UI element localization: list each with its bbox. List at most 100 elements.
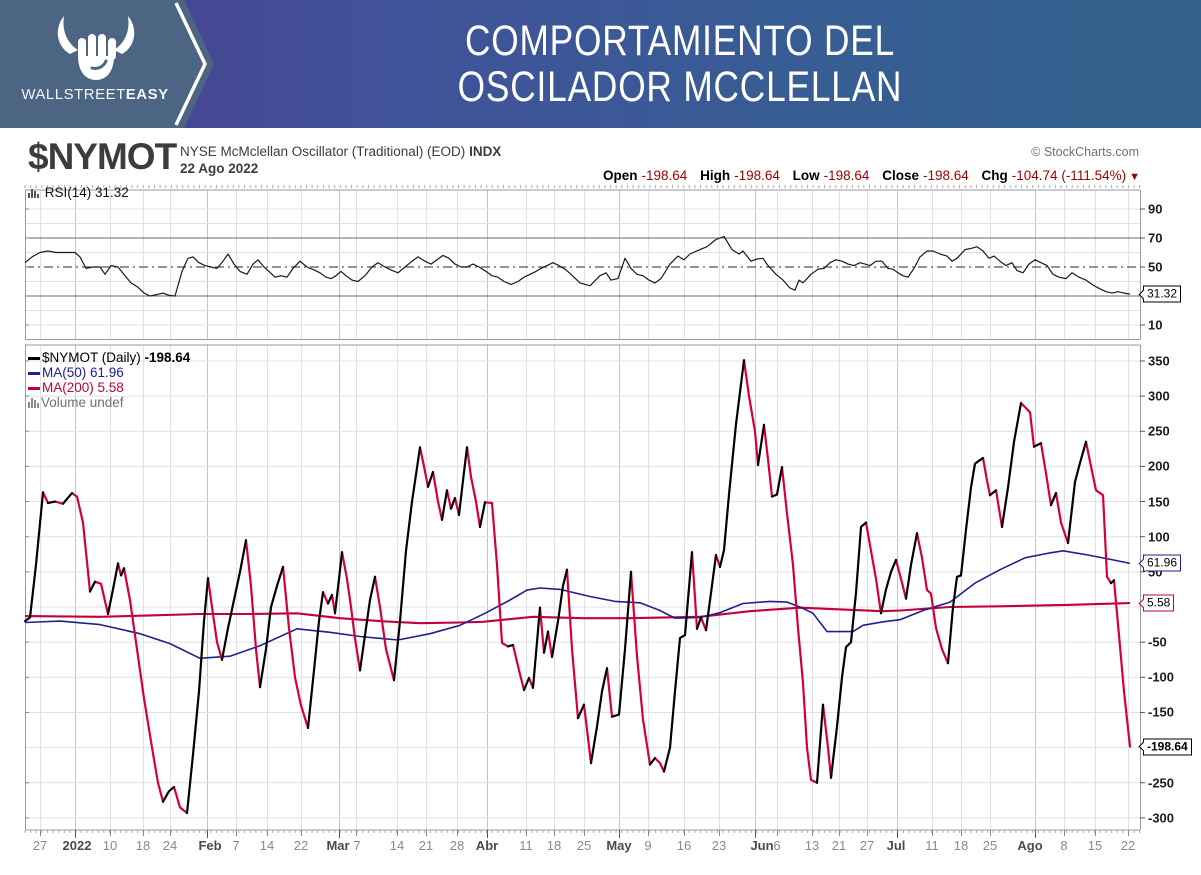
high-value: -198.64 [734,168,780,183]
y-axis-tick-label: 150 [1148,494,1170,510]
x-axis-label: 7 [232,838,240,853]
quote-row: Open -198.64 High -198.64 Low -198.64 Close… [603,168,1140,183]
legend-ma200: MA(200) 5.58 [28,380,190,395]
x-axis-label: 6 [773,838,781,853]
x-axis-label: Mar [326,838,350,853]
exchange-label: INDX [469,144,502,159]
chart-area: $NYMOT NYSE McMclellan Oscillator (Tradi… [0,128,1201,875]
banner-title-line2: OSCILADOR MCCLELLAN [457,63,903,111]
y-axis-tick-label: -150 [1148,704,1175,720]
description-text: NYSE McMclellan Oscillator (Traditional)… [180,144,470,159]
y-axis-tick-label: -250 [1148,775,1175,791]
ma50-line [24,550,1131,660]
ma200-swatch [28,387,40,390]
y-axis-tick-label: 100 [1148,529,1170,545]
y-axis-tick-label: -300 [1148,810,1175,826]
chg-label: Chg [981,168,1008,183]
last-value-tag: 31.32 [1143,285,1182,303]
banner-title: COMPORTAMIENTO DEL OSCILADOR MCCLELLAN [368,18,991,110]
x-axis-label: 18 [546,838,562,853]
x-axis-label: 11 [519,838,533,853]
x-axis-label: 22 [293,838,309,853]
open-label: Open [603,168,638,183]
y-axis-tick-label: 300 [1148,388,1170,404]
rsi-indicator-label: RSI(14) 31.32 [28,185,129,200]
x-axis-label: 2022 [62,838,92,853]
x-axis-label: 24 [162,838,178,853]
banner: COMPORTAMIENTO DEL OSCILADOR MCCLELLAN W… [0,0,1201,128]
y-axis-tick-label: 200 [1148,458,1170,474]
ma50-swatch [28,372,40,375]
close-label: Close [882,168,919,183]
x-axis-label: Ago [1017,838,1043,853]
x-axis-label: Feb [198,838,222,853]
bull-logo-icon [57,16,135,80]
stockcharts-watermark: © StockCharts.com [1031,145,1139,159]
legend-volume: Volume undef [28,395,190,410]
y-axis-tick-label: 10 [1148,317,1163,333]
x-axis-label: 10 [102,838,118,853]
nymot-line-up [23,359,1116,815]
x-axis-label: 16 [676,838,692,853]
x-axis-label: 28 [449,838,465,853]
rsi-line [24,235,1131,297]
nymot-line-down [41,359,1132,815]
ma200-line [24,602,1131,625]
chart-date: 22 Ago 2022 [180,161,259,176]
x-axis-label: 27 [859,838,875,853]
x-axis-label: 23 [711,838,727,853]
volume-label-text: Volume undef [41,395,124,410]
brand-bold: EASY [125,86,169,103]
x-axis-label: Jun [750,838,774,853]
y-axis-tick-label: 250 [1148,423,1170,439]
x-axis-label: 8 [1060,838,1068,853]
x-axis-label: 14 [259,838,275,853]
indicator-icon [28,189,39,198]
legend-nymot: $NYMOT (Daily) -198.64 [28,350,190,365]
panel-borders [25,189,1141,831]
brand-light: WALLSTREET [21,86,126,103]
last-value-tag: -198.64 [1143,738,1192,756]
y-axis-tick-label: -100 [1148,669,1175,685]
legend-ma200-name: MA(200) 5.58 [42,380,124,395]
x-axis-label: 15 [1087,838,1103,853]
y-axis-tick-label: 50 [1148,259,1163,275]
x-axis-label: 7 [353,838,361,853]
tick-strips [24,185,1145,838]
x-axis-label: 18 [953,838,969,853]
x-axis-label: 25 [982,838,998,853]
legend-ma50: MA(50) 61.96 [28,365,190,380]
main-legend: $NYMOT (Daily) -198.64 MA(50) 61.96 MA(2… [28,350,190,410]
x-axis-label: 25 [576,838,592,853]
x-axis-label: 9 [644,838,652,853]
rsi-label-text: RSI(14) 31.32 [44,185,129,200]
x-axis-label: 21 [831,838,847,853]
down-arrow-icon: ▼ [1129,171,1140,183]
gridlines [25,190,1140,830]
x-axis-label: May [606,838,632,853]
volume-icon [28,398,39,408]
chart-description: NYSE McMclellan Oscillator (Traditional)… [180,144,501,159]
last-value-tag: 5.58 [1143,594,1175,612]
plot-canvas [23,185,1145,838]
x-axis-label: 14 [389,838,405,853]
x-axis-label: Jul [886,838,906,853]
y-axis-tick-label: 70 [1148,230,1163,246]
brand-wordmark: WALLSTREETEASY [0,86,190,103]
y-axis-tick-label: 90 [1148,201,1163,217]
y-axis-tick-label: -50 [1148,634,1167,650]
legend-nymot-name: $NYMOT (Daily) [42,350,145,365]
chg-value: -104.74 (-111.54%) [1011,168,1127,183]
legend-nymot-value: -198.64 [144,350,191,365]
x-axis-label: Abr [475,838,499,853]
x-axis-label: 27 [32,838,48,853]
y-axis-tick-label: 350 [1148,353,1170,369]
x-axis-label: 21 [418,838,434,853]
close-value: -198.64 [922,168,969,183]
last-value-tag: 61.96 [1143,554,1182,572]
low-label: Low [792,168,820,183]
x-axis-label: 11 [925,838,939,853]
nymot-swatch [28,357,40,360]
ticker-symbol: $NYMOT [28,136,177,177]
low-value: -198.64 [823,168,870,183]
